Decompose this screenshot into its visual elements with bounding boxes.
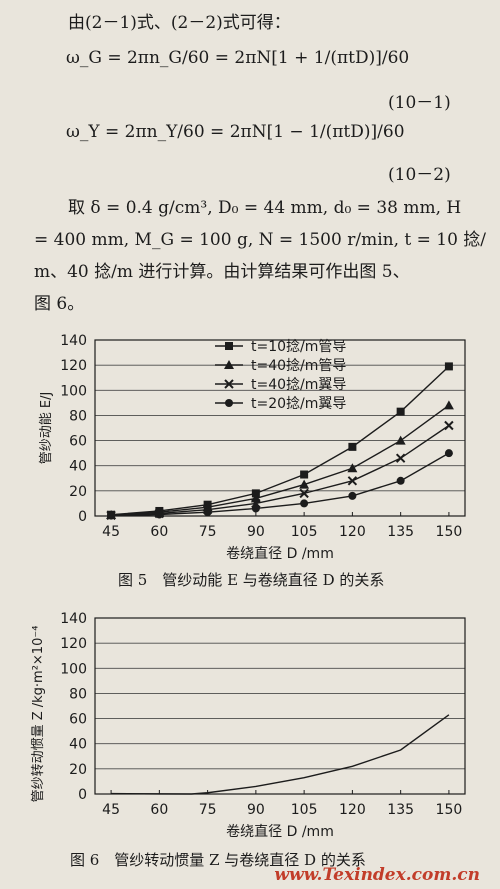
series-line (111, 404, 450, 516)
watermark: www.Texindex.com.cn (274, 865, 480, 885)
data-point (251, 504, 260, 513)
plot-frame (94, 617, 466, 795)
data-point (348, 491, 357, 500)
y-tick-label: 140 (60, 611, 87, 627)
legend-entry: t=40捻/m管导 (251, 358, 346, 374)
x-tick-label: 150 (436, 802, 463, 818)
text-line-1: 由(2－1)式、(2－2)式可得： (68, 13, 291, 33)
series-line (111, 424, 450, 517)
legend-entry: t=40捻/m翼导 (251, 377, 346, 393)
x-tick-label: 90 (247, 524, 265, 540)
series-line (111, 452, 450, 517)
legend-entry: t=20捻/m翼导 (251, 396, 346, 412)
figure6-caption: 图 6 管纱转动惯量 Z 与卷绕直径 D 的关系 (70, 851, 366, 869)
x-tick-label: 45 (102, 802, 120, 818)
data-point (443, 400, 454, 410)
x-tick-label: 105 (291, 802, 318, 818)
y-tick-label: 0 (78, 787, 87, 803)
data-point (396, 476, 405, 485)
figure6-chart: 0 20 40 60 80 100 120 140 45 60 75 90 105 120 135 150 卷绕… (30, 611, 466, 840)
data-point (444, 362, 453, 371)
y-axis-label: 管纱动能 E/J (39, 392, 54, 465)
figure5-chart: 0 20 40 60 80 100 120 140 45 60 75 90 105 120 135 150 卷绕… (39, 333, 466, 562)
data-point (251, 489, 260, 498)
x-tick-label: 120 (339, 524, 366, 540)
x-tick-label: 75 (199, 802, 217, 818)
legend-marker (224, 379, 234, 389)
data-point (300, 470, 309, 479)
data-point (395, 453, 406, 463)
data-point (299, 488, 309, 499)
figure5-caption: 图 5 管纱动能 E 与卷绕直径 D 的关系 (118, 571, 385, 589)
y-tick-label: 120 (60, 358, 87, 374)
y-tick-label: 100 (60, 383, 87, 399)
data-point (395, 435, 406, 445)
y-tick-label: 80 (69, 686, 87, 702)
data-point (300, 499, 309, 508)
x-tick-label: 90 (247, 802, 265, 818)
y-tick-label: 60 (69, 434, 87, 450)
text-line-6: m、40 捻/m 进行计算。由计算结果可作出图 5、 (34, 262, 410, 282)
y-tick-label: 0 (78, 509, 87, 525)
y-tick-label: 40 (69, 737, 87, 753)
equation-omega-g: ω_G = 2πn_G/60 = 2πN[1 + 1/(πtD)]/60 (66, 48, 410, 68)
text-line-4: 取 δ = 0.4 g/cm³, D₀ = 44 mm, d₀ = 38 mm,… (68, 198, 462, 218)
plot-frame (94, 339, 466, 517)
data-point (299, 479, 310, 489)
data-point (444, 449, 453, 458)
legend-marker (225, 399, 233, 407)
series-line (111, 714, 450, 795)
x-tick-label: 45 (102, 524, 120, 540)
legend-entry: t=10捻/m管导 (251, 339, 346, 355)
data-point (396, 407, 405, 416)
y-tick-label: 20 (69, 762, 87, 778)
x-tick-label: 75 (199, 524, 217, 540)
equation-number-10-1: (10－1) (388, 93, 451, 113)
x-tick-label: 60 (150, 802, 168, 818)
x-tick-label: 135 (387, 802, 414, 818)
data-point (203, 508, 212, 517)
data-point (107, 511, 116, 520)
x-tick-label: 135 (387, 524, 414, 540)
series-line (111, 365, 450, 516)
y-tick-label: 40 (69, 459, 87, 475)
y-tick-label: 20 (69, 484, 87, 500)
y-tick-label: 120 (60, 636, 87, 652)
x-tick-label: 105 (291, 524, 318, 540)
text-line-7: 图 6。 (34, 294, 85, 314)
y-tick-label: 100 (60, 661, 87, 677)
y-axis-label: 管纱转动惯量 Z /kg·m²×10⁻⁴ (30, 626, 46, 803)
data-point (347, 476, 358, 486)
data-point (155, 510, 164, 519)
equation-omega-y: ω_Y = 2πn_Y/60 = 2πN[1 − 1/(πtD)]/60 (66, 122, 405, 142)
legend-marker (225, 342, 233, 350)
data-point (444, 420, 454, 431)
x-axis-label: 卷绕直径 D /mm (226, 823, 334, 840)
legend-marker (224, 360, 234, 369)
x-axis-label: 卷绕直径 D /mm (226, 545, 334, 562)
data-point (347, 463, 358, 473)
y-tick-label: 140 (60, 333, 87, 349)
x-tick-label: 150 (436, 524, 463, 540)
equation-number-10-2: (10－2) (388, 165, 451, 185)
y-tick-label: 60 (69, 712, 87, 728)
y-tick-label: 80 (69, 408, 87, 424)
data-point (348, 442, 357, 451)
text-line-5: = 400 mm, M_G = 100 g, N = 1500 r/min, t… (34, 230, 487, 250)
x-tick-label: 60 (150, 524, 168, 540)
x-tick-label: 120 (339, 802, 366, 818)
